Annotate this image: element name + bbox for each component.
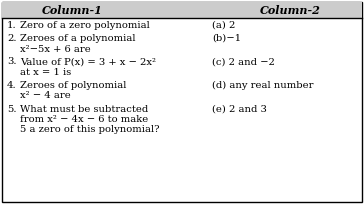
Text: 5 a zero of this polynomial?: 5 a zero of this polynomial? — [20, 125, 159, 134]
Text: from x² − 4x − 6 to make: from x² − 4x − 6 to make — [20, 115, 148, 124]
Text: What must be subtracted: What must be subtracted — [20, 104, 148, 113]
Text: x² − 4 are: x² − 4 are — [20, 92, 71, 101]
Text: Column-1: Column-1 — [41, 4, 102, 16]
Text: (d) any real number: (d) any real number — [212, 81, 313, 90]
Text: 2.: 2. — [7, 34, 16, 43]
Text: Value of P(x) = 3 + x − 2x²: Value of P(x) = 3 + x − 2x² — [20, 58, 156, 67]
Text: (e) 2 and 3: (e) 2 and 3 — [212, 104, 267, 113]
Text: at x = 1 is: at x = 1 is — [20, 68, 71, 77]
Bar — [2, 2, 362, 18]
Text: Column-2: Column-2 — [260, 4, 320, 16]
Text: 1.: 1. — [7, 21, 17, 30]
Text: (a) 2: (a) 2 — [212, 21, 236, 30]
Text: Zeroes of polynomial: Zeroes of polynomial — [20, 81, 126, 90]
Text: 3.: 3. — [7, 58, 16, 67]
Text: 5.: 5. — [7, 104, 16, 113]
Text: 4.: 4. — [7, 81, 17, 90]
Text: (c) 2 and −2: (c) 2 and −2 — [212, 58, 275, 67]
Text: Zeroes of a polynomial: Zeroes of a polynomial — [20, 34, 135, 43]
Text: x²−5x + 6 are: x²−5x + 6 are — [20, 44, 91, 53]
Text: (b)−1: (b)−1 — [212, 34, 241, 43]
Text: Zero of a zero polynomial: Zero of a zero polynomial — [20, 21, 150, 30]
